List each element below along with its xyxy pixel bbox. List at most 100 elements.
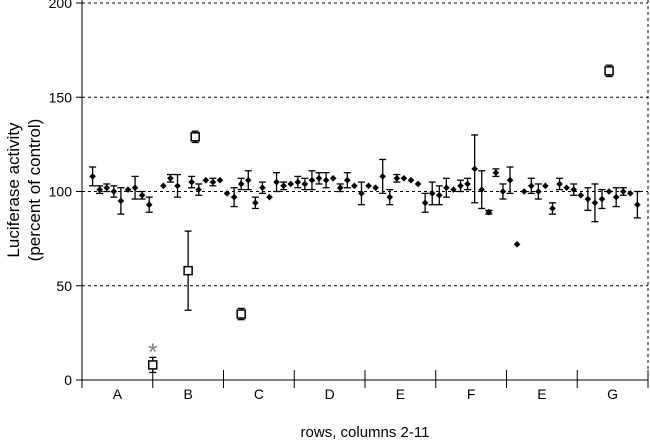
data-point-diamond bbox=[407, 176, 415, 184]
x-group-label: D bbox=[325, 386, 335, 402]
data-point-diamond bbox=[329, 175, 337, 182]
data-point-diamond bbox=[315, 175, 323, 182]
data-point-square bbox=[604, 66, 614, 76]
data-point-diamond bbox=[499, 188, 507, 195]
x-group-label: E bbox=[537, 386, 546, 402]
error-bars bbox=[89, 64, 641, 374]
data-point-diamond bbox=[294, 178, 302, 186]
data-point-diamond bbox=[145, 201, 153, 208]
x-group-label: E bbox=[396, 386, 405, 402]
y-axis-label-line-2: (percent of control) bbox=[25, 119, 44, 262]
data-point-diamond bbox=[563, 184, 570, 192]
data-point-square bbox=[236, 309, 246, 319]
data-point-square bbox=[183, 265, 193, 276]
significance-asterisk: * bbox=[148, 339, 157, 366]
data-point-diamond bbox=[627, 190, 634, 197]
data-point-diamond bbox=[506, 176, 514, 184]
data-point-diamond bbox=[351, 182, 358, 190]
data-point-diamond bbox=[520, 188, 528, 195]
data-point-diamond bbox=[605, 188, 613, 195]
data-point-diamond bbox=[414, 180, 422, 188]
y-tick-label: 100 bbox=[49, 184, 73, 200]
data-point-diamond bbox=[195, 186, 203, 193]
data-point-diamond bbox=[89, 173, 96, 180]
data-point-diamond bbox=[570, 186, 578, 193]
data-point-diamond bbox=[478, 186, 486, 193]
data-point-diamond bbox=[336, 184, 344, 192]
data-point-diamond bbox=[393, 175, 401, 182]
data-point-diamond bbox=[598, 195, 606, 203]
data-point-diamond bbox=[485, 208, 493, 216]
data-point-diamond bbox=[612, 193, 620, 201]
data-point-diamond bbox=[379, 173, 386, 180]
data-point-diamond bbox=[96, 186, 103, 193]
data-point-diamond bbox=[556, 180, 563, 188]
data-point-diamond bbox=[167, 175, 174, 182]
data-point-diamond bbox=[273, 178, 280, 186]
x-group-label: B bbox=[183, 386, 192, 402]
data-point-diamond bbox=[252, 199, 259, 207]
data-point-diamond bbox=[308, 176, 316, 184]
data-point-diamond bbox=[103, 184, 111, 192]
data-point-diamond bbox=[188, 178, 195, 186]
data-point-diamond bbox=[619, 188, 627, 195]
data-points bbox=[89, 66, 641, 370]
data-point-diamond bbox=[138, 191, 146, 199]
y-axis-label: Luciferase activity (percent of control) bbox=[4, 119, 44, 262]
data-point-diamond bbox=[209, 178, 217, 186]
data-point-diamond bbox=[542, 182, 549, 190]
data-point-diamond bbox=[131, 184, 139, 192]
data-point-diamond bbox=[365, 182, 372, 190]
data-point-diamond bbox=[372, 184, 379, 192]
data-point-diamond bbox=[259, 184, 266, 192]
y-tick-label: 200 bbox=[49, 0, 73, 11]
data-point-diamond bbox=[464, 180, 471, 188]
x-axis-label: rows, columns 2-11 bbox=[301, 424, 430, 441]
x-group-label: F bbox=[467, 386, 476, 402]
data-point-diamond bbox=[244, 176, 252, 184]
data-point-diamond bbox=[471, 165, 478, 173]
x-group-label: A bbox=[113, 386, 123, 402]
data-point-diamond bbox=[457, 182, 464, 190]
y-tick-label: 150 bbox=[49, 89, 73, 105]
data-point-diamond bbox=[400, 175, 408, 182]
x-group-label: C bbox=[254, 386, 264, 402]
data-point-diamond bbox=[280, 182, 287, 190]
data-point-diamond bbox=[386, 193, 394, 201]
data-point-diamond bbox=[117, 197, 125, 205]
data-point-diamond bbox=[223, 190, 231, 197]
data-point-diamond bbox=[322, 176, 330, 184]
data-point-diamond bbox=[535, 188, 542, 195]
data-point-diamond bbox=[230, 193, 238, 201]
data-point-diamond bbox=[344, 176, 351, 184]
data-point-diamond bbox=[301, 180, 309, 188]
data-point-diamond bbox=[492, 169, 500, 176]
data-point-diamond bbox=[513, 240, 521, 248]
data-point-diamond bbox=[591, 199, 599, 207]
data-point-diamond bbox=[237, 180, 245, 188]
data-point-square bbox=[190, 132, 200, 142]
data-point-diamond bbox=[216, 176, 224, 184]
data-point-square bbox=[148, 360, 158, 370]
x-group-label: G bbox=[607, 386, 618, 402]
data-point-diamond bbox=[266, 193, 273, 201]
y-tick-label: 50 bbox=[56, 278, 72, 294]
y-tick-label: 0 bbox=[64, 372, 72, 388]
data-point-diamond bbox=[435, 191, 443, 199]
data-point-diamond bbox=[287, 180, 295, 188]
data-point-diamond bbox=[160, 182, 167, 190]
data-point-diamond bbox=[421, 199, 429, 207]
data-point-diamond bbox=[443, 184, 450, 192]
data-point-diamond bbox=[428, 190, 436, 197]
data-point-diamond bbox=[577, 191, 585, 199]
data-point-diamond bbox=[110, 188, 118, 195]
y-ticks: 0 50 100 150 200 bbox=[49, 0, 82, 388]
data-point-diamond bbox=[549, 205, 556, 212]
data-point-diamond bbox=[584, 195, 592, 203]
data-point-diamond bbox=[527, 182, 535, 190]
data-point-diamond bbox=[202, 176, 210, 184]
data-point-diamond bbox=[634, 201, 641, 208]
grid-lines bbox=[82, 2, 648, 287]
